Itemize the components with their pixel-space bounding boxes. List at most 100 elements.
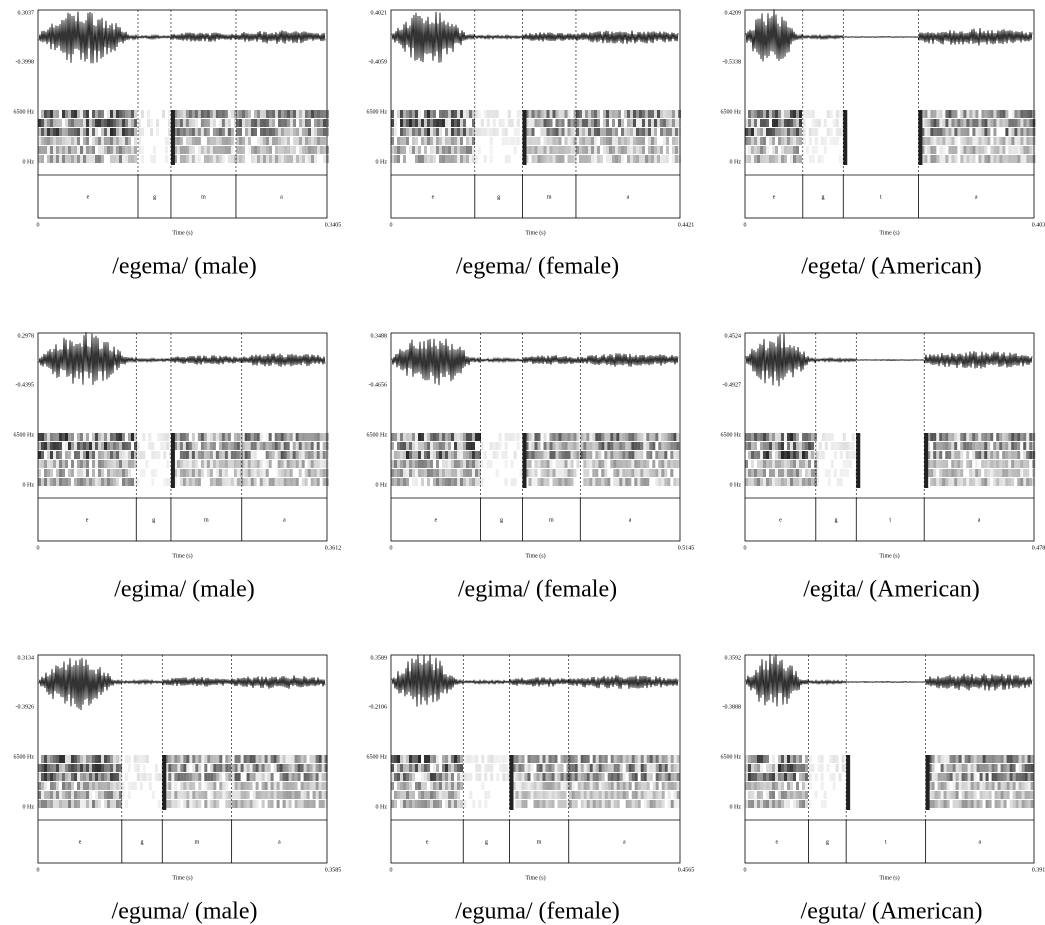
spectrogram-cell [445,451,448,459]
spectrogram-cell [177,800,181,808]
spectrogram-cell [89,451,92,459]
spectrogram-cell [805,110,809,118]
spectrogram-cell [41,460,44,468]
spectrogram-cell [248,119,251,127]
burst [170,433,175,488]
spectrogram-cell [805,146,809,154]
spectrogram-cell [80,451,83,459]
spectrogram-cell [317,110,320,118]
spectrogram-cell [531,110,535,118]
spectrogram-cell [80,782,83,790]
spectrogram-cell [418,782,421,790]
spectrogram-cell [412,755,415,763]
spectrogram-cell [930,469,934,477]
spectrogram-cell [451,460,454,468]
spectrogram-cell [651,110,654,118]
spectrogram-cell [227,478,231,486]
spectrogram-cell [772,155,775,163]
spectrogram-cell [298,442,302,450]
spectrogram-cell [1023,460,1027,468]
spectrogram-cell [648,155,651,163]
spectrogram-cell [80,119,83,127]
spectrogram-cell [979,791,983,799]
spectrogram-cell [519,469,523,477]
spectrogram-cell [95,433,98,441]
spectrogram-cell [554,764,558,772]
spectrogram-cell [949,755,953,763]
spectrogram-cell [534,433,538,441]
spectrogram-cell [945,110,949,118]
spectrogram-cell [811,119,815,127]
spectrogram-cell [174,755,178,763]
spectrogram-cell [648,110,651,118]
spectrogram-cell [89,800,92,808]
spectrogram-cell [814,791,818,799]
spectrogram-cell [317,128,320,136]
spectrogram-cell [460,469,463,477]
spectrogram-cell [842,442,846,450]
spectrogram-cell [131,110,134,118]
spectrogram-cell [667,791,671,799]
spectrogram-cell [637,469,641,477]
spectrogram-cell [933,128,937,136]
spectrogram-cell [478,764,482,772]
spectrogram-cell [110,800,113,808]
spectrogram-cell [282,800,286,808]
spectrogram-cell [59,478,62,486]
spectrogram-cell [627,128,630,136]
spectrogram-cell [536,773,540,781]
spectrogram-cell [567,155,571,163]
spectrogram-cell [589,791,593,799]
spectrogram-cell [616,460,620,468]
spectrogram-cell [194,110,198,118]
spectrogram-cell [433,155,436,163]
spectrogram-cell [489,128,493,136]
spectrogram-cell [530,782,534,790]
spectrogram-cell [546,137,550,145]
spectrogram-cell [612,128,615,136]
spectrogram-cell [566,773,570,781]
spectrogram-cell [101,478,104,486]
spectrogram-cell [230,110,234,118]
spectrogram-cell [954,146,958,154]
spectrogram-cell [168,755,172,763]
spectrogram-cell [83,469,86,477]
spectrogram-cell [259,478,263,486]
spectrogram-cell [436,119,439,127]
spectrogram-cell [930,146,934,154]
amp-max: 0.3592 [725,655,742,661]
spectrogram-cell [38,451,41,459]
spectrogram-cell [302,119,305,127]
spectrogram-cell [640,478,644,486]
spectrogram-cell [466,128,469,136]
spectrogram-cell [173,137,177,145]
spectrogram-cell [212,128,216,136]
spectrogram-cell [567,478,571,486]
spectrogram-cell [616,451,620,459]
spectrogram-cell [933,146,937,154]
spectrogram-cell [637,460,641,468]
spectrogram-cell [805,800,808,808]
spectrogram-cell [71,755,74,763]
spectrogram-cell [38,442,41,450]
spectrogram-cell [1017,137,1021,145]
spectrogram-cell [316,451,320,459]
spectrogram-cell [263,119,266,127]
spectrogram-cell [59,119,62,127]
spectrogram-cell [179,146,183,154]
spectrogram-cell [445,782,448,790]
spectrogram-cell [189,755,193,763]
spectrogram-cell [257,110,260,118]
spectrogram-cell [552,146,556,154]
spectrogram-cell [197,128,201,136]
spectrogram-cell [549,442,553,450]
spectrogram-cell [83,155,86,163]
spectrogram-cell [215,460,219,468]
spectrogram-cell [271,442,275,450]
spectrogram-cell [165,764,169,772]
spectrogram-cell [74,155,77,163]
spectrogram-cell [597,119,600,127]
spectrogram-cell [811,155,815,163]
spectrogram-cell [778,110,781,118]
spectrogram-cell [113,442,116,450]
